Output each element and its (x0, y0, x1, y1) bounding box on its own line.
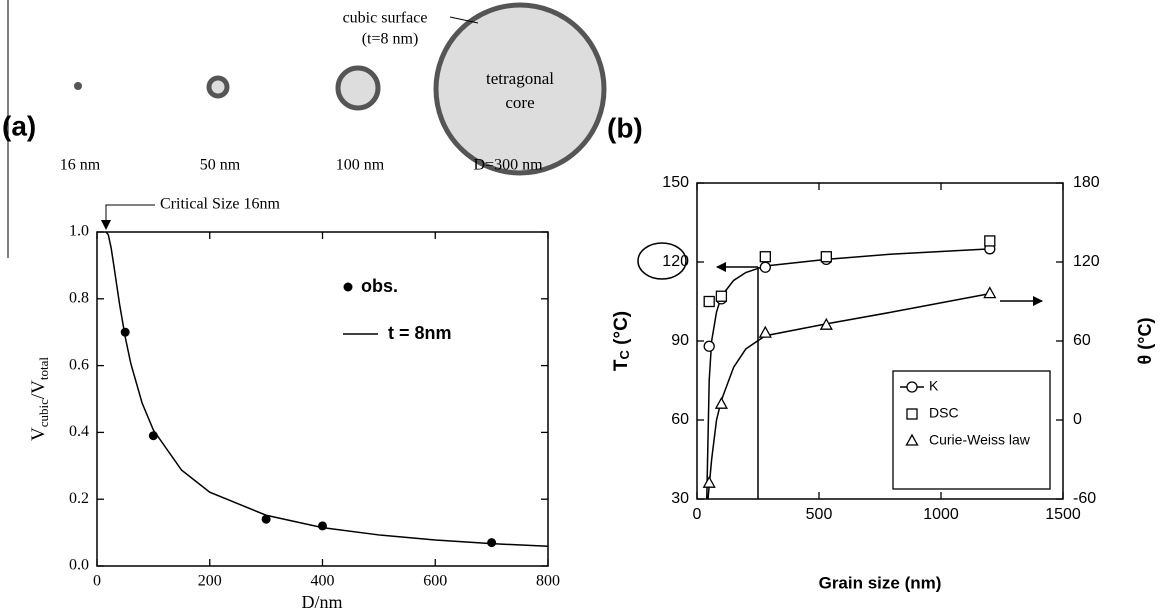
annotation: Critical Size 16nm (160, 196, 281, 213)
particle (335, 65, 381, 111)
y-tick-label: 1.0 (69, 223, 89, 240)
y-axis-label: TC (°C) (611, 311, 632, 371)
y2-tick-label: 120 (1073, 253, 1100, 270)
plot-frame (96, 231, 549, 567)
legend-box (892, 370, 1051, 490)
highlight-ellipse (637, 242, 687, 280)
y-tick-label: 90 (671, 332, 689, 349)
y-tick-label: 120 (662, 253, 689, 270)
particle (74, 82, 82, 90)
legend-label: t = 8nm (388, 323, 452, 343)
point (984, 235, 996, 247)
x-axis-label: D/nm (301, 592, 342, 612)
y-tick-label: 0.4 (69, 423, 89, 440)
panel-a: (a) cubic surface (t=8 nm) tetragonal co… (2, 0, 607, 612)
x-axis-label: Grain size (nm) (819, 573, 942, 592)
size-label: 100 nm (336, 157, 385, 174)
legend-label: K (929, 378, 939, 394)
y-axis-label: Vcubic/Vtotal (28, 357, 51, 441)
y-label-part: /V (28, 380, 49, 399)
shell-label: (t=8 nm) (362, 31, 419, 48)
core-label: tetragonal (486, 69, 554, 88)
point (715, 290, 728, 302)
y2-tick-label: 180 (1073, 174, 1100, 191)
point (983, 286, 997, 299)
y2-tick-label: 60 (1073, 332, 1091, 349)
legend-label: Curie-Weiss law (929, 432, 1031, 448)
y-tick-label: 0.2 (69, 490, 89, 507)
legend-symbol (906, 408, 918, 420)
y-tick-label: 0.0 (69, 557, 89, 574)
y2-tick-label: -60 (1073, 490, 1096, 507)
legend-label: obs. (361, 276, 398, 296)
point (759, 251, 771, 263)
y-label-part: (°C) (611, 311, 632, 350)
x-tick-label: 500 (806, 506, 833, 523)
size-label: 16 nm (60, 157, 101, 174)
particle (433, 2, 607, 176)
point (703, 340, 715, 352)
y-label-part: T (611, 359, 632, 371)
panel-b: (b) Grain size (nm) TC (°C) θ (°C) (607, 112, 1155, 592)
legend-label: DSC (929, 405, 959, 421)
y2-axis-label: θ (°C) (1135, 318, 1155, 365)
point (487, 538, 497, 548)
size-label: D=300 nm (473, 157, 543, 174)
size-label: 50 nm (200, 157, 241, 174)
annotation-arrow (101, 204, 155, 230)
x-tick-label: 400 (311, 573, 335, 590)
point (261, 514, 271, 524)
fit-curve (707, 292, 990, 500)
x-tick-label: 0 (693, 506, 702, 523)
point (819, 317, 833, 330)
panel-label: (b) (607, 112, 643, 143)
fit-curve (706, 248, 990, 500)
panel-label: (a) (2, 110, 36, 141)
x-tick-label: 600 (423, 573, 447, 590)
core-label: core (505, 93, 534, 112)
y-tick-label: 0.8 (69, 289, 89, 306)
point (714, 396, 728, 409)
point (820, 251, 832, 263)
y-tick-label: 60 (671, 411, 689, 428)
point (759, 261, 771, 273)
y-tick-label: 30 (671, 490, 689, 507)
series-line (105, 231, 549, 548)
y-tick-label: 150 (662, 174, 689, 191)
y-tick-label: 0.6 (69, 356, 89, 373)
y-label-part: cubic (36, 399, 51, 427)
y-label-part: V (28, 427, 49, 441)
particle (206, 75, 230, 99)
x-tick-label: 800 (536, 573, 560, 590)
x-tick-label: 200 (198, 573, 222, 590)
y-label-part: total (36, 357, 51, 380)
point (702, 475, 716, 488)
point (703, 295, 715, 308)
point (120, 327, 130, 337)
x-tick-label: 1000 (923, 506, 959, 523)
legend-symbol (905, 433, 919, 446)
legend-symbol (906, 381, 918, 393)
shell-label: cubic surface (343, 10, 428, 27)
x-tick-label: 0 (93, 573, 101, 590)
y-label-part: C (617, 350, 632, 360)
legend-symbol (343, 282, 353, 292)
point (318, 521, 327, 531)
y2-tick-label: 0 (1073, 411, 1082, 428)
leader-line (449, 16, 479, 24)
point (758, 325, 772, 338)
x-tick-label: 1500 (1045, 506, 1081, 523)
